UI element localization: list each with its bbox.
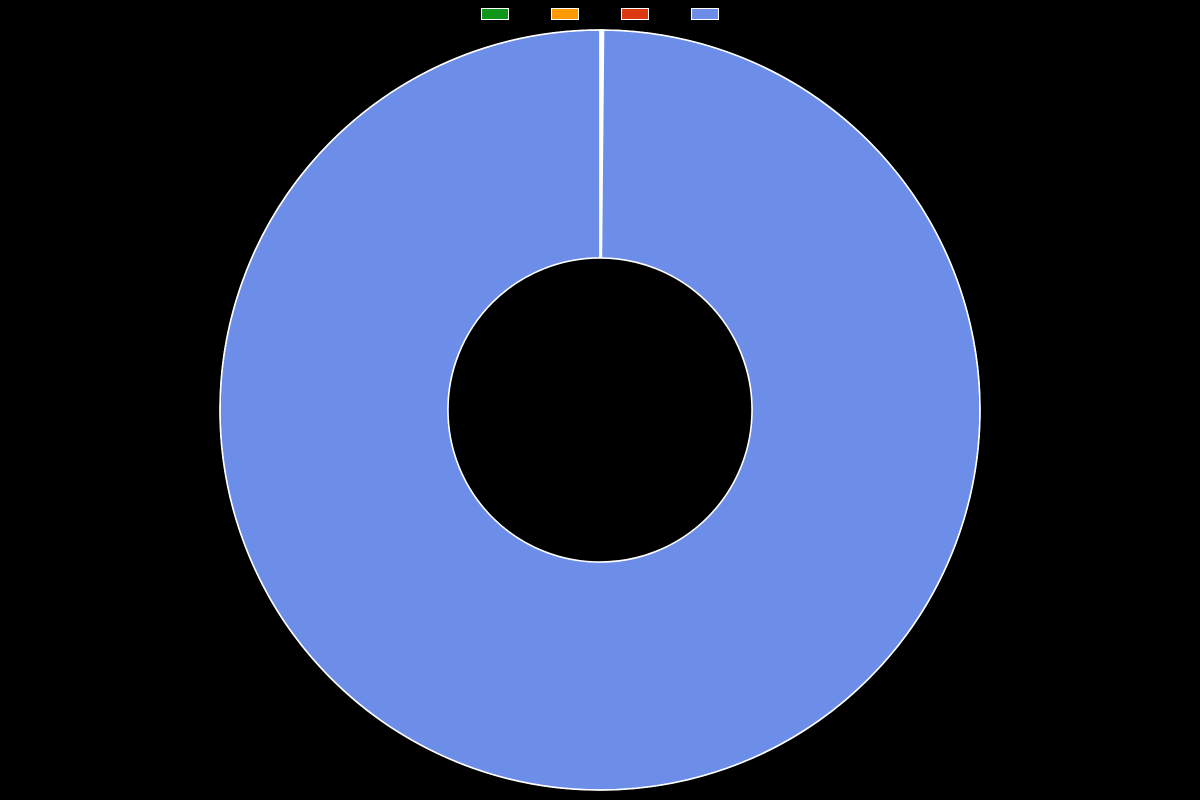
legend-swatch-0 (481, 8, 509, 20)
legend-item-3 (691, 8, 719, 20)
legend-item-2 (621, 8, 649, 20)
legend-item-0 (481, 8, 509, 20)
donut-inner-ring (448, 258, 752, 562)
donut-chart (0, 20, 1200, 800)
chart-legend (481, 8, 719, 20)
legend-swatch-2 (621, 8, 649, 20)
donut-svg (0, 20, 1200, 800)
legend-item-1 (551, 8, 579, 20)
legend-swatch-3 (691, 8, 719, 20)
legend-swatch-1 (551, 8, 579, 20)
